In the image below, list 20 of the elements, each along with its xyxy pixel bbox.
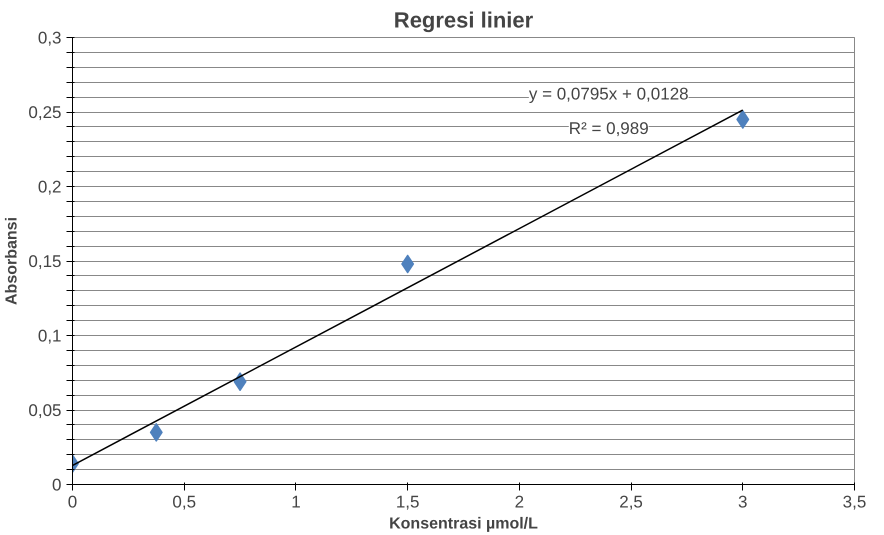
y-tick-label: 0,05 xyxy=(28,401,62,420)
y-tick-label: 0,2 xyxy=(38,178,62,196)
y-tick-label: 0,15 xyxy=(28,252,62,271)
y-tick-label: 0,3 xyxy=(38,28,62,48)
x-tick-label: 1,5 xyxy=(396,492,420,512)
annotation: y = 0,0795x + 0,0128 xyxy=(528,84,689,104)
y-tick-label: 0,25 xyxy=(28,103,62,122)
x-tick-label: 0,5 xyxy=(172,492,196,512)
x-tick-label: 0 xyxy=(68,492,78,512)
x-tick-label: 1 xyxy=(291,492,301,512)
x-tick-label: 3,5 xyxy=(842,492,866,512)
x-tick-label: 3 xyxy=(738,492,748,512)
x-axis-title: Konsentrasi µmol/L xyxy=(389,516,538,532)
x-tick-label: 2 xyxy=(514,492,524,512)
annotation: R² = 0,989 xyxy=(568,118,649,138)
chart-title: Regresi linier xyxy=(394,8,534,32)
y-tick-label: 0 xyxy=(52,476,62,494)
y-tick-label: 0,1 xyxy=(38,326,62,346)
x-tick-label: 2,5 xyxy=(619,492,643,512)
y-axis-title: Absorbansi xyxy=(3,216,20,306)
